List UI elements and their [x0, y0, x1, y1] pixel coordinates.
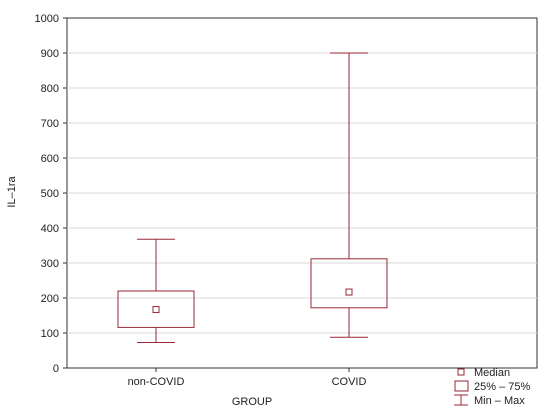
x-axis-ticks: non-COVID COVID: [128, 368, 367, 388]
y-axis-ticks: 0 100 200 300 400 500 600 700 800 900 1000: [35, 13, 67, 375]
y-tick-label: 100: [41, 328, 59, 340]
median-marker: [152, 306, 160, 314]
y-tick-label: 200: [41, 293, 59, 305]
legend-box-symbol: [454, 380, 469, 392]
x-tick-label: non-COVID: [128, 376, 185, 388]
median-marker: [345, 288, 353, 296]
iqr-box: [310, 258, 388, 309]
legend-median-marker: [457, 368, 465, 376]
gridlines: [67, 52, 537, 334]
y-tick-label: 400: [41, 223, 59, 235]
x-axis-title: GROUP: [232, 396, 272, 408]
legend-median-label: Median: [474, 367, 510, 379]
box-covid: [310, 52, 388, 338]
y-tick-label: 800: [41, 83, 59, 95]
iqr-box: [117, 290, 195, 328]
y-tick-label: 300: [41, 258, 59, 270]
y-tick-label: 700: [41, 118, 59, 130]
y-tick-label: 1000: [35, 13, 59, 25]
legend-box-label: 25% – 75%: [474, 381, 530, 393]
y-tick-label: 900: [41, 48, 59, 60]
legend-whisker-label: Min – Max: [474, 395, 525, 407]
y-tick-label: 0: [53, 363, 59, 375]
y-axis-title: IL–1ra: [6, 176, 18, 208]
y-tick-label: 500: [41, 188, 59, 200]
legend: Median 25% – 75% Min – Max: [454, 367, 530, 407]
x-tick-label: COVID: [332, 376, 367, 388]
legend-whisker-symbol: [454, 394, 468, 406]
box-non-covid: [117, 238, 195, 343]
boxes: [117, 52, 388, 343]
y-tick-label: 600: [41, 153, 59, 165]
